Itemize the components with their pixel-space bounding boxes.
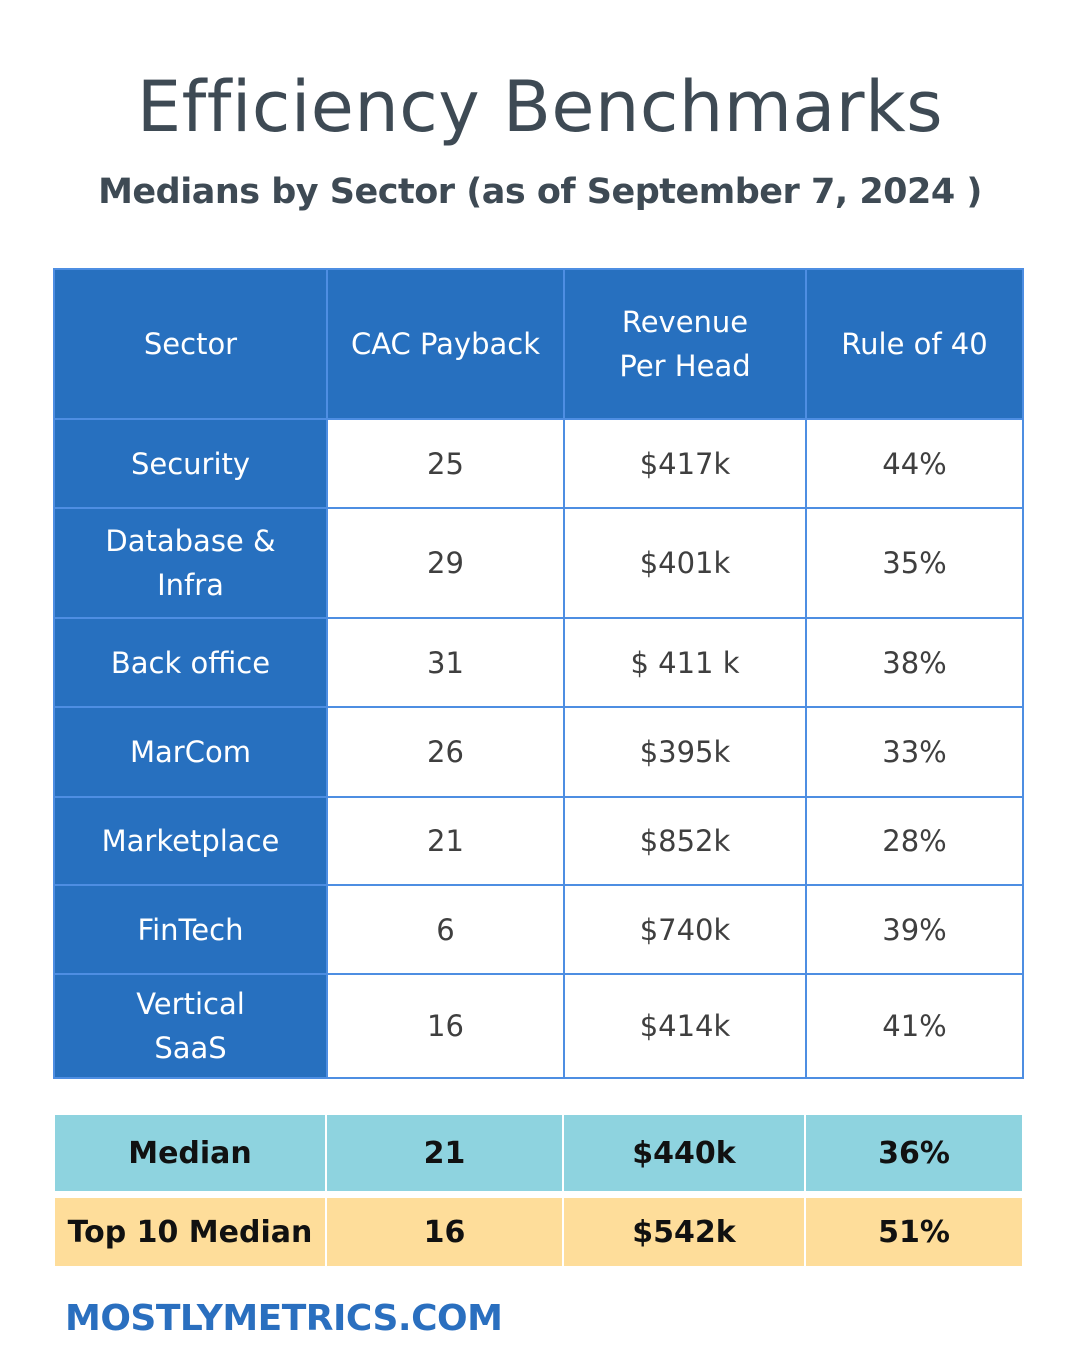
- revenue-per-head-cell: $852k: [563, 796, 807, 886]
- top10-median-row: Top 10 Median 16 $542k 51%: [55, 1198, 1022, 1266]
- top10-revenue-per-head: $542k: [562, 1198, 805, 1266]
- sector-cell: Vertical SaaS: [53, 973, 328, 1079]
- median-row: Median 21 $440k 36%: [55, 1115, 1022, 1191]
- rule-of-40-cell: 35%: [805, 507, 1024, 619]
- sector-label: Vertical SaaS: [136, 987, 245, 1065]
- cac-payback-cell: 6: [326, 884, 565, 975]
- table-row: Back office 31 $ 411 k 38%: [53, 617, 1024, 708]
- page-title: Efficiency Benchmarks: [136, 66, 944, 148]
- sector-label: Database & Infra: [105, 524, 276, 602]
- median-label: Median: [55, 1115, 326, 1191]
- header-rule-of-40: Rule of 40: [805, 268, 1024, 420]
- revenue-per-head-cell: $395k: [563, 706, 807, 798]
- rule-of-40-cell: 41%: [805, 973, 1024, 1079]
- sector-cell: FinTech: [53, 884, 328, 975]
- page-subtitle: Medians by Sector (as of September 7, 20…: [98, 172, 982, 212]
- sector-cell: Marketplace: [53, 796, 328, 886]
- rule-of-40-cell: 33%: [805, 706, 1024, 798]
- cac-payback-cell: 21: [326, 796, 565, 886]
- table-row: FinTech 6 $740k 39%: [53, 884, 1024, 975]
- top10-cac-payback: 16: [325, 1198, 563, 1266]
- cac-payback-cell: 16: [326, 973, 565, 1079]
- revenue-per-head-cell: $401k: [563, 507, 807, 619]
- table-header-row: Sector CAC Payback Revenue Per Head Rule…: [53, 268, 1024, 420]
- table-row: Marketplace 21 $852k 28%: [53, 796, 1024, 886]
- median-revenue-per-head: $440k: [562, 1115, 805, 1191]
- sector-cell: Database & Infra: [53, 507, 328, 619]
- top10-rule-of-40: 51%: [804, 1198, 1022, 1266]
- revenue-per-head-cell: $ 411 k: [563, 617, 807, 708]
- benchmarks-table: Sector CAC Payback Revenue Per Head Rule…: [53, 268, 1024, 1079]
- cac-payback-cell: 29: [326, 507, 565, 619]
- cac-payback-cell: 25: [326, 418, 565, 509]
- rule-of-40-cell: 39%: [805, 884, 1024, 975]
- revenue-per-head-cell: $417k: [563, 418, 807, 509]
- header-cac-payback: CAC Payback: [326, 268, 565, 420]
- revenue-per-head-cell: $740k: [563, 884, 807, 975]
- header-revenue-per-head-label: Revenue Per Head: [619, 305, 751, 383]
- header-sector: Sector: [53, 268, 328, 420]
- sector-cell: Back office: [53, 617, 328, 708]
- revenue-per-head-cell: $414k: [563, 973, 807, 1079]
- table-row: Vertical SaaS 16 $414k 41%: [53, 973, 1024, 1079]
- table-row: Security 25 $417k 44%: [53, 418, 1024, 509]
- table-row: Database & Infra 29 $401k 35%: [53, 507, 1024, 619]
- rule-of-40-cell: 38%: [805, 617, 1024, 708]
- median-cac-payback: 21: [325, 1115, 563, 1191]
- median-rule-of-40: 36%: [804, 1115, 1022, 1191]
- top10-median-label: Top 10 Median: [55, 1198, 326, 1266]
- rule-of-40-cell: 28%: [805, 796, 1024, 886]
- cac-payback-cell: 31: [326, 617, 565, 708]
- rule-of-40-cell: 44%: [805, 418, 1024, 509]
- footer-site-link[interactable]: MOSTLYMETRICS.COM: [65, 1298, 503, 1339]
- header-revenue-per-head: Revenue Per Head: [563, 268, 807, 420]
- sector-cell: Security: [53, 418, 328, 509]
- cac-payback-cell: 26: [326, 706, 565, 798]
- table-row: MarCom 26 $395k 33%: [53, 706, 1024, 798]
- sector-cell: MarCom: [53, 706, 328, 798]
